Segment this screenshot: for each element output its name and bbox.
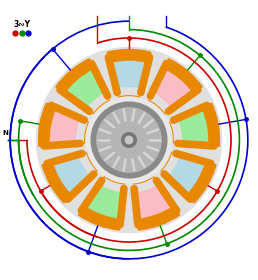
Wedge shape bbox=[144, 100, 165, 120]
Circle shape bbox=[36, 47, 222, 233]
Text: N: N bbox=[3, 130, 9, 136]
Wedge shape bbox=[179, 109, 209, 143]
Wedge shape bbox=[49, 109, 79, 143]
Wedge shape bbox=[202, 103, 220, 146]
Wedge shape bbox=[42, 162, 71, 203]
Wedge shape bbox=[154, 150, 172, 171]
Wedge shape bbox=[164, 59, 202, 93]
Wedge shape bbox=[168, 156, 205, 194]
Wedge shape bbox=[78, 206, 121, 230]
Wedge shape bbox=[86, 150, 104, 171]
Wedge shape bbox=[56, 59, 94, 93]
Wedge shape bbox=[187, 162, 216, 203]
Text: 3∾Y: 3∾Y bbox=[13, 20, 30, 29]
Circle shape bbox=[97, 108, 161, 172]
Wedge shape bbox=[104, 169, 125, 184]
Wedge shape bbox=[136, 185, 172, 219]
Wedge shape bbox=[154, 69, 192, 107]
Wedge shape bbox=[86, 185, 122, 219]
Wedge shape bbox=[53, 156, 90, 194]
Wedge shape bbox=[161, 122, 173, 143]
Wedge shape bbox=[137, 206, 180, 230]
Circle shape bbox=[86, 97, 172, 183]
Wedge shape bbox=[85, 122, 97, 143]
Circle shape bbox=[122, 133, 136, 147]
Circle shape bbox=[125, 136, 133, 144]
Wedge shape bbox=[118, 96, 140, 106]
Wedge shape bbox=[38, 103, 56, 146]
Wedge shape bbox=[66, 69, 104, 107]
Wedge shape bbox=[112, 60, 146, 88]
Wedge shape bbox=[133, 169, 154, 184]
Wedge shape bbox=[93, 100, 114, 120]
Circle shape bbox=[91, 102, 167, 178]
Wedge shape bbox=[107, 50, 151, 62]
